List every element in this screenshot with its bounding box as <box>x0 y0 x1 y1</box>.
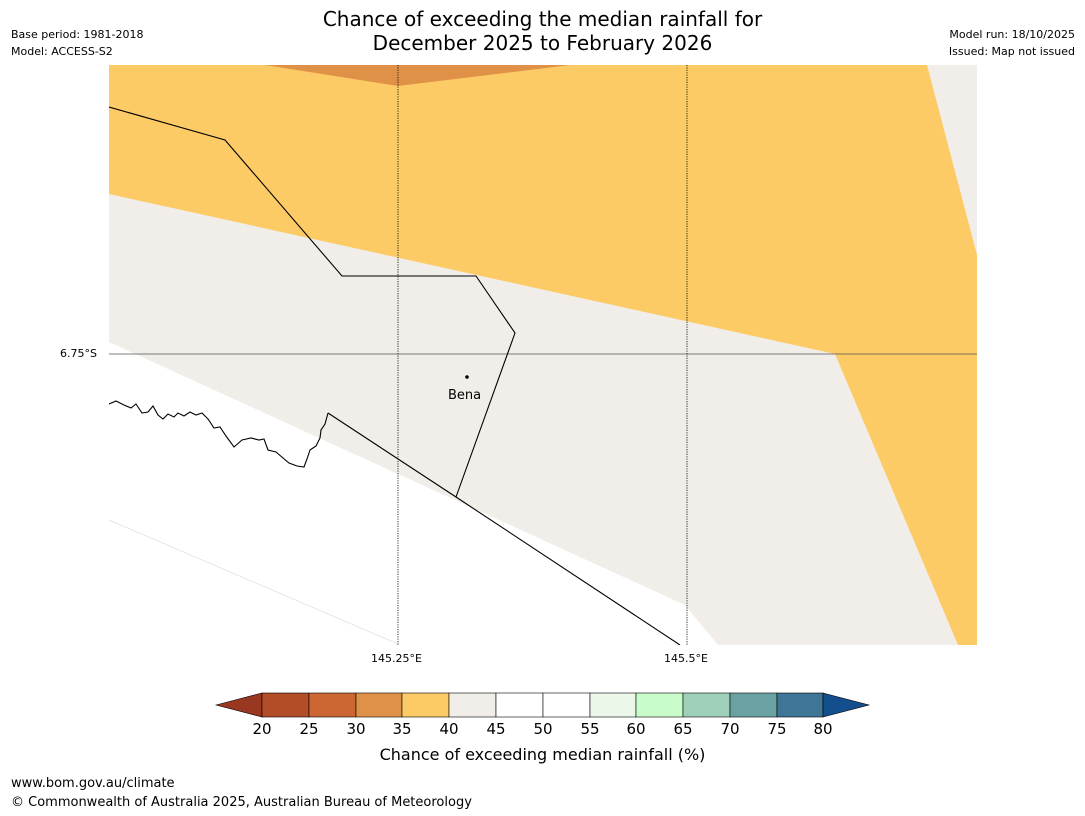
colorbar-label: Chance of exceeding median rainfall (%) <box>379 745 706 764</box>
map-area <box>109 65 977 645</box>
town-dot-icon <box>465 375 469 379</box>
meta-left: Base period: 1981-2018 Model: ACCESS-S2 <box>11 26 143 60</box>
province-boundary-south <box>327 412 681 645</box>
base-period-text: Base period: 1981-2018 <box>11 28 144 41</box>
chart-title: Chance of exceeding the median rainfall … <box>0 7 1085 55</box>
title-line-2: December 2025 to February 2026 <box>372 31 713 55</box>
colorbar-tick-label: 60 <box>626 720 646 738</box>
copyright-text: © Commonwealth of Australia 2025, Austra… <box>11 795 472 810</box>
band-30-35-region <box>265 65 570 86</box>
colorbar-tick-label: 55 <box>580 720 600 738</box>
colorbar-tick-label: 25 <box>299 720 319 738</box>
website-link[interactable]: www.bom.gov.au/climate <box>11 776 175 791</box>
faint-contour-line <box>109 519 399 645</box>
band-35-40-region <box>109 65 977 645</box>
model-text: Model: ACCESS-S2 <box>11 45 113 58</box>
colorbar-tick-label: 20 <box>252 720 272 738</box>
colorbar-tick-label: 80 <box>813 720 833 738</box>
meta-right: Model run: 18/10/2025 Issued: Map not is… <box>949 26 1075 60</box>
footer: www.bom.gov.au/climate © Commonwealth of… <box>11 774 472 812</box>
longitude-label-145-25: 145.25°E <box>371 652 422 665</box>
colorbar-tick-label: 35 <box>392 720 412 738</box>
province-boundary <box>109 106 516 498</box>
colorbar-tick-label: 50 <box>533 720 553 738</box>
colorbar-tick-label: 65 <box>673 720 693 738</box>
model-run-text: Model run: 18/10/2025 <box>949 28 1075 41</box>
title-line-1: Chance of exceeding the median rainfall … <box>322 7 763 31</box>
colorbar-tick-label: 30 <box>346 720 366 738</box>
colorbar-ticks: 20 25 30 35 40 45 50 55 60 65 70 75 80 <box>0 720 1085 740</box>
place-label-bena: Bena <box>448 388 482 403</box>
colorbar-tick-label: 45 <box>486 720 506 738</box>
issued-text: Issued: Map not issued <box>948 45 1075 58</box>
latitude-label: 6.75°S <box>60 347 97 360</box>
colorbar-tick-label: 70 <box>720 720 740 738</box>
colorbar-tick-label: 75 <box>767 720 787 738</box>
colorbar-tick-label: 40 <box>439 720 459 738</box>
river-line <box>109 400 329 468</box>
longitude-label-145-5: 145.5°E <box>664 652 708 665</box>
